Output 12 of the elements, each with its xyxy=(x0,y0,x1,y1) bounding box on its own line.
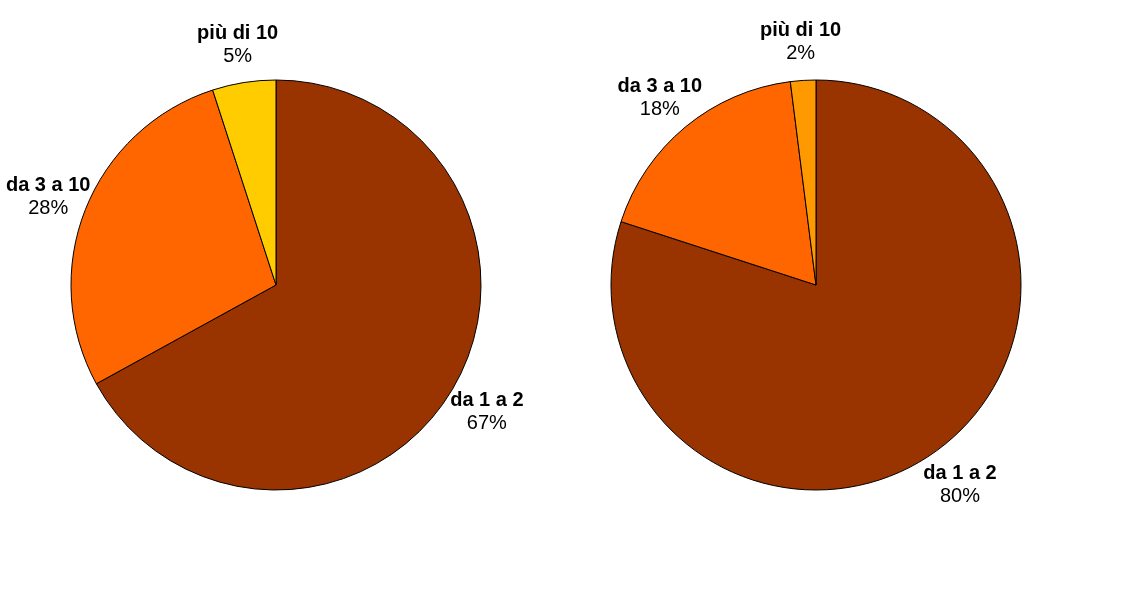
data-label: 28% xyxy=(28,195,69,218)
data-label: 2% xyxy=(786,41,816,64)
data-label: 67% xyxy=(466,410,508,433)
slice-label: più di 10 xyxy=(197,21,279,44)
data-label: 80% xyxy=(939,484,981,507)
slice-label: da 1 a 2 xyxy=(450,387,524,410)
slice-label: da 1 a 2 xyxy=(923,461,997,484)
data-label: 5% xyxy=(223,44,253,67)
slice-label: più di 10 xyxy=(760,18,842,41)
slice-label: da 3 a 10 xyxy=(5,172,91,195)
data-label: 18% xyxy=(639,97,681,120)
slice-label: da 3 a 10 xyxy=(617,74,703,97)
